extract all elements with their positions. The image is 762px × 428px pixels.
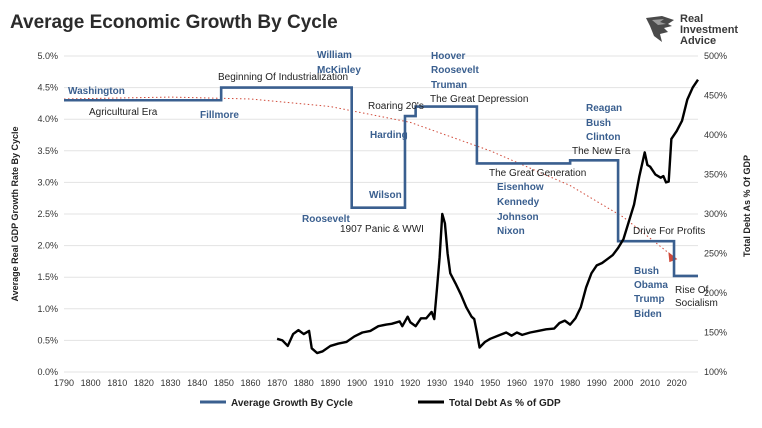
x-tick-label: 1910 [374,378,394,388]
x-tick-label: 1800 [81,378,101,388]
x-tick-label: 1950 [480,378,500,388]
x-tick-label: 1880 [294,378,314,388]
y-tick-label: 3.5% [37,146,58,156]
x-tick-label: 1920 [400,378,420,388]
x-tick-label: 2020 [667,378,687,388]
x-axis-ticks: 1790 1800 1810 1820 1830 1840 1850 1860 1870 1880… [54,378,687,388]
x-tick-label: 1810 [107,378,127,388]
annotation-label: Reagan [586,103,622,114]
legend-label-debt: Total Debt As % of GDP [449,398,561,409]
annotation-label: Harding [370,130,408,141]
x-tick-label: 1990 [587,378,607,388]
logo-line-1: Real [680,13,704,25]
y-tick-label: 0.0% [37,367,58,377]
annotation-label: The Great Generation [489,168,586,179]
gridlines [64,55,698,373]
series-layer [63,79,699,355]
annotation-label: Drive For Profits [633,226,705,237]
right-axis-ticks: 100% 150% 200% 250% 300% 350% 400% 450% 500% [704,51,727,377]
annotation-label: Roosevelt [431,65,479,76]
x-tick-label: 2010 [640,378,660,388]
annotation-label: Agricultural Era [89,107,158,118]
x-tick-label: 1790 [54,378,74,388]
annotation-label: Washington [68,86,125,97]
x-tick-label: 1850 [214,378,234,388]
y-tick-label: 0.5% [37,335,58,345]
y-tick-label: 3.0% [37,177,58,187]
annotation-label: The Great Depression [430,94,528,105]
annotation-label: Beginning Of Industrialization [218,72,348,83]
right-axis-title: Total Debt As % Of GDP [742,155,752,257]
annotation-label: Biden [634,309,662,320]
x-tick-label: 1820 [134,378,154,388]
chart-title: Average Economic Growth By Cycle [10,12,338,33]
x-tick-label: 1830 [161,378,181,388]
x-tick-label: 1870 [267,378,287,388]
logo-wordmark: Real Investment Advice [680,14,738,47]
annotation-label: Bush [634,266,659,277]
legend-label-growth: Average Growth By Cycle [231,398,353,409]
y2-tick-label: 450% [704,91,727,101]
annotation-label: Rise Of [675,285,709,296]
logo-line-3: Advice [680,35,717,47]
x-tick-label: 1970 [533,378,553,388]
annotation-layer: Washington Agricultural Era Fillmore Beginn… [68,50,718,320]
annotation-label: Truman [431,80,467,91]
x-tick-label: 2000 [613,378,633,388]
growth-series-line [64,86,698,278]
annotation-label: Clinton [586,132,620,143]
left-axis-title: Average Real GDP Growth Rate By Cycle [10,126,20,301]
x-tick-label: 1840 [187,378,207,388]
y2-tick-label: 250% [704,249,727,259]
annotation-label: Trump [634,294,665,305]
x-tick-label: 1890 [320,378,340,388]
annotation-label: Bush [586,118,611,129]
logo-line-2: Investment [680,24,739,36]
y2-tick-label: 500% [704,51,727,61]
x-tick-label: 1940 [454,378,474,388]
annotation-label: Socialism [675,298,718,309]
y2-tick-label: 350% [704,170,727,180]
annotation-label: Wilson [369,190,402,201]
y-tick-label: 4.0% [37,114,58,124]
x-tick-label: 1860 [240,378,260,388]
annotation-label: Hoover [431,51,466,62]
brand-logo: Real Investment Advice [642,12,752,50]
debt-series-line [276,79,699,355]
y2-tick-label: 300% [704,209,727,219]
y-tick-label: 4.5% [37,83,58,93]
y-tick-label: 2.0% [37,241,58,251]
y2-tick-label: 150% [704,328,727,338]
y2-tick-label: 200% [704,288,727,298]
x-tick-label: 1900 [347,378,367,388]
y2-tick-label: 100% [704,367,727,377]
x-tick-label: 1930 [427,378,447,388]
y-tick-label: 1.0% [37,304,58,314]
annotation-label: Fillmore [200,110,239,121]
annotation-label: Johnson [497,212,539,223]
annotation-label: Roosevelt [302,214,350,225]
annotation-label: Eisenhow [497,182,544,193]
left-axis-ticks: 0.0% 0.5% 1.0% 1.5% 2.0% 2.5% 3.0% 3.5% 4.0% 4.5%… [37,51,58,377]
annotation-label: 1907 Panic & WWI [340,224,424,235]
legend: Average Growth By Cycle Total Debt As % … [200,398,561,409]
x-tick-label: 1980 [560,378,580,388]
y-tick-label: 5.0% [37,51,58,61]
annotation-label: Nixon [497,226,525,237]
eagle-logo-icon [646,16,674,42]
annotation-label: William [317,50,352,61]
y-tick-label: 1.5% [37,272,58,282]
annotation-label: McKinley [317,65,361,76]
y2-tick-label: 400% [704,130,727,140]
trend-line [63,96,672,256]
annotation-label: Kennedy [497,197,540,208]
x-tick-label: 1960 [507,378,527,388]
annotation-label: Roaring 20's [368,101,424,112]
annotation-label: The New Era [572,146,631,157]
annotation-label: Obama [634,280,668,291]
y-tick-label: 2.5% [37,209,58,219]
